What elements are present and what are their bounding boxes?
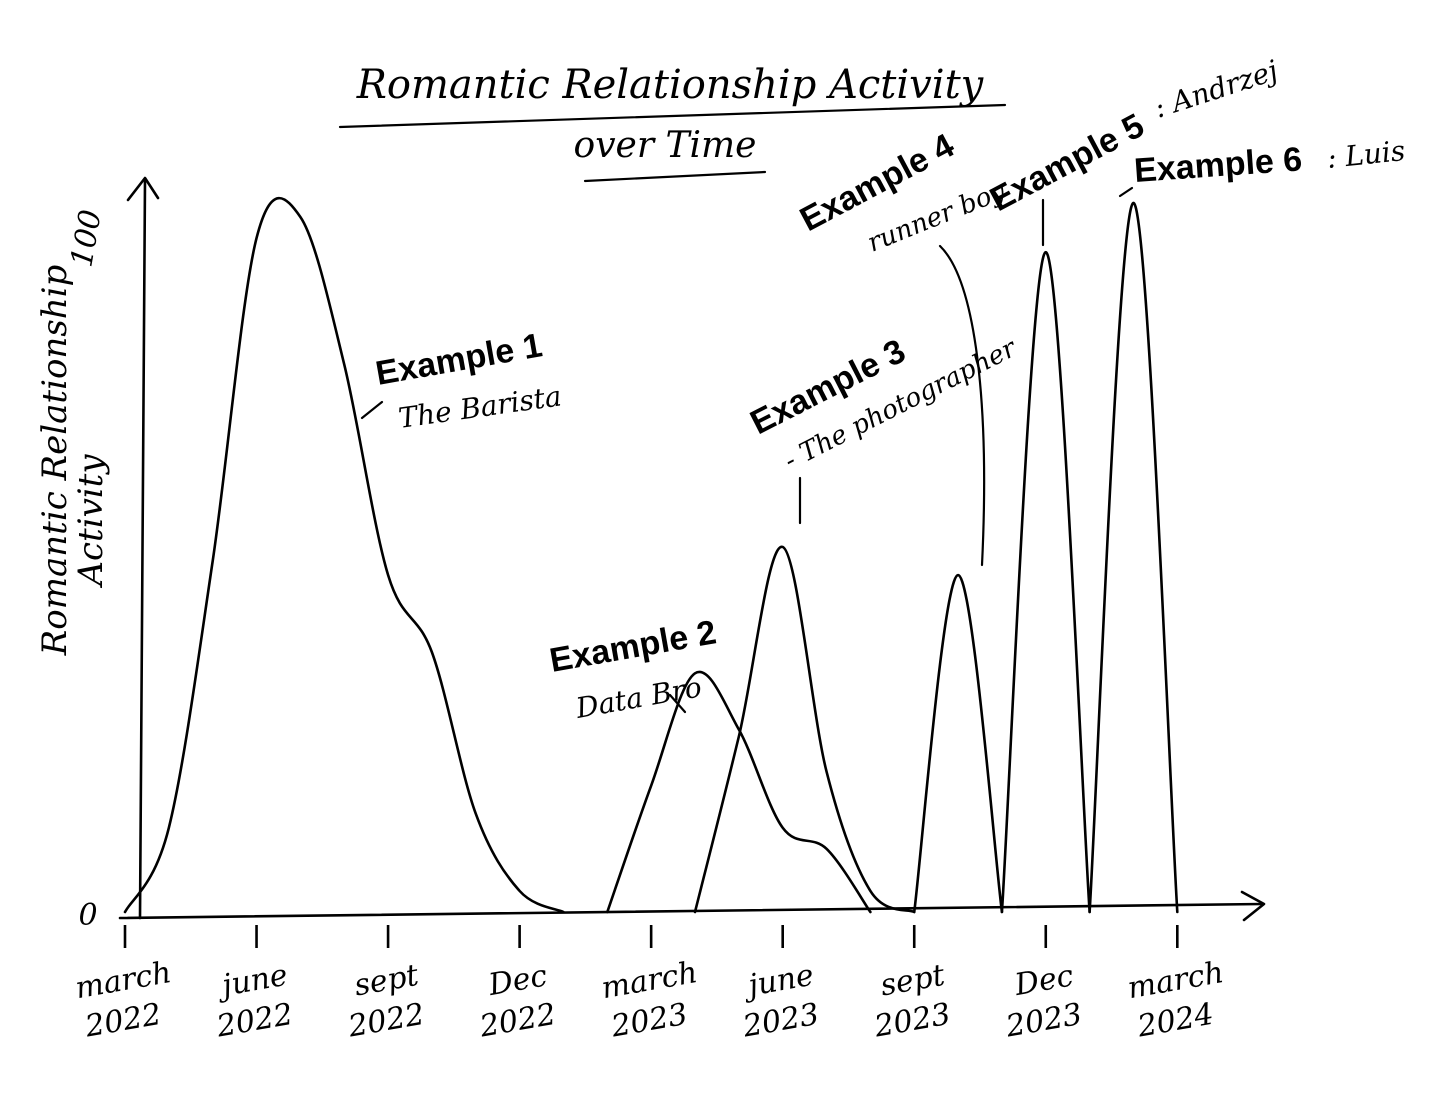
x-tick-label-5a: june [740, 958, 817, 1005]
x-tick-label-1a: june [214, 958, 291, 1005]
chart-title-line1: Romantic Relationship Activity [356, 62, 985, 108]
series-note-2: Data Bro [573, 670, 705, 725]
x-tick-label-0a: march [73, 955, 174, 1006]
annotation-line-2 [668, 693, 687, 714]
y-axis-label: Romantic Relationship Activity [35, 265, 111, 657]
x-tick-label-7b: 2023 [1002, 997, 1084, 1045]
series-curve-4 [912, 573, 1004, 914]
x-ticks: march2022june2022sept2022Dec2022march202… [73, 925, 1226, 1045]
annotation-line-6 [1118, 186, 1134, 198]
series-curve-1 [123, 196, 565, 914]
x-tick-label-3a: Dec [485, 958, 550, 1003]
x-tick-label-8a: march [1125, 955, 1226, 1006]
x-tick-label-1b: 2022 [213, 997, 295, 1045]
x-tick-label-0b: 2022 [82, 997, 164, 1045]
series-note-1: The Barista [396, 379, 563, 435]
y-axis-arrow [126, 176, 160, 202]
chart-title-line2: over Time [574, 125, 757, 166]
x-tick-label-6a: sept [878, 958, 948, 1004]
series-curve-5 [1000, 250, 1091, 914]
x-tick-label-4b: 2023 [608, 997, 690, 1045]
y-tick-0: 0 [78, 898, 97, 933]
x-tick-label-2a: sept [352, 958, 422, 1004]
series-curve-2 [606, 670, 872, 914]
x-tick-label-8b: 2024 [1134, 997, 1216, 1045]
x-axis-arrow [1240, 890, 1266, 922]
series-curves [123, 196, 1179, 914]
y-axis [138, 178, 147, 920]
x-tick-label-4a: march [599, 955, 700, 1006]
x-tick-label-7a: Dec [1011, 958, 1076, 1003]
y-tick-100: 100 [64, 207, 108, 269]
x-tick-label-6b: 2023 [871, 997, 953, 1045]
series-label-1: Example 1 [373, 326, 545, 393]
annotation-line-4 [938, 244, 986, 567]
x-tick-label-5b: 2023 [739, 997, 821, 1045]
annotation-line-1 [360, 400, 384, 420]
series-curve-3 [693, 545, 916, 914]
series-label-2: Example 2 [547, 613, 719, 680]
series-curve-6 [1088, 201, 1179, 914]
series-note-5: : Andrzej [1150, 54, 1282, 125]
series-label-5: Example 5 [984, 107, 1150, 220]
x-tick-label-2b: 2022 [345, 997, 427, 1045]
title-underline-2 [583, 170, 767, 183]
x-axis [118, 902, 1264, 920]
x-tick-label-3b: 2022 [476, 997, 558, 1045]
y-axis-label-line2: Activity [71, 454, 111, 589]
title-underline-1 [338, 103, 1007, 129]
series-label-6: Example 6 [1133, 140, 1303, 190]
y-axis-label-line1: Romantic Relationship [35, 265, 75, 657]
series-note-6: : Luis [1325, 134, 1406, 175]
